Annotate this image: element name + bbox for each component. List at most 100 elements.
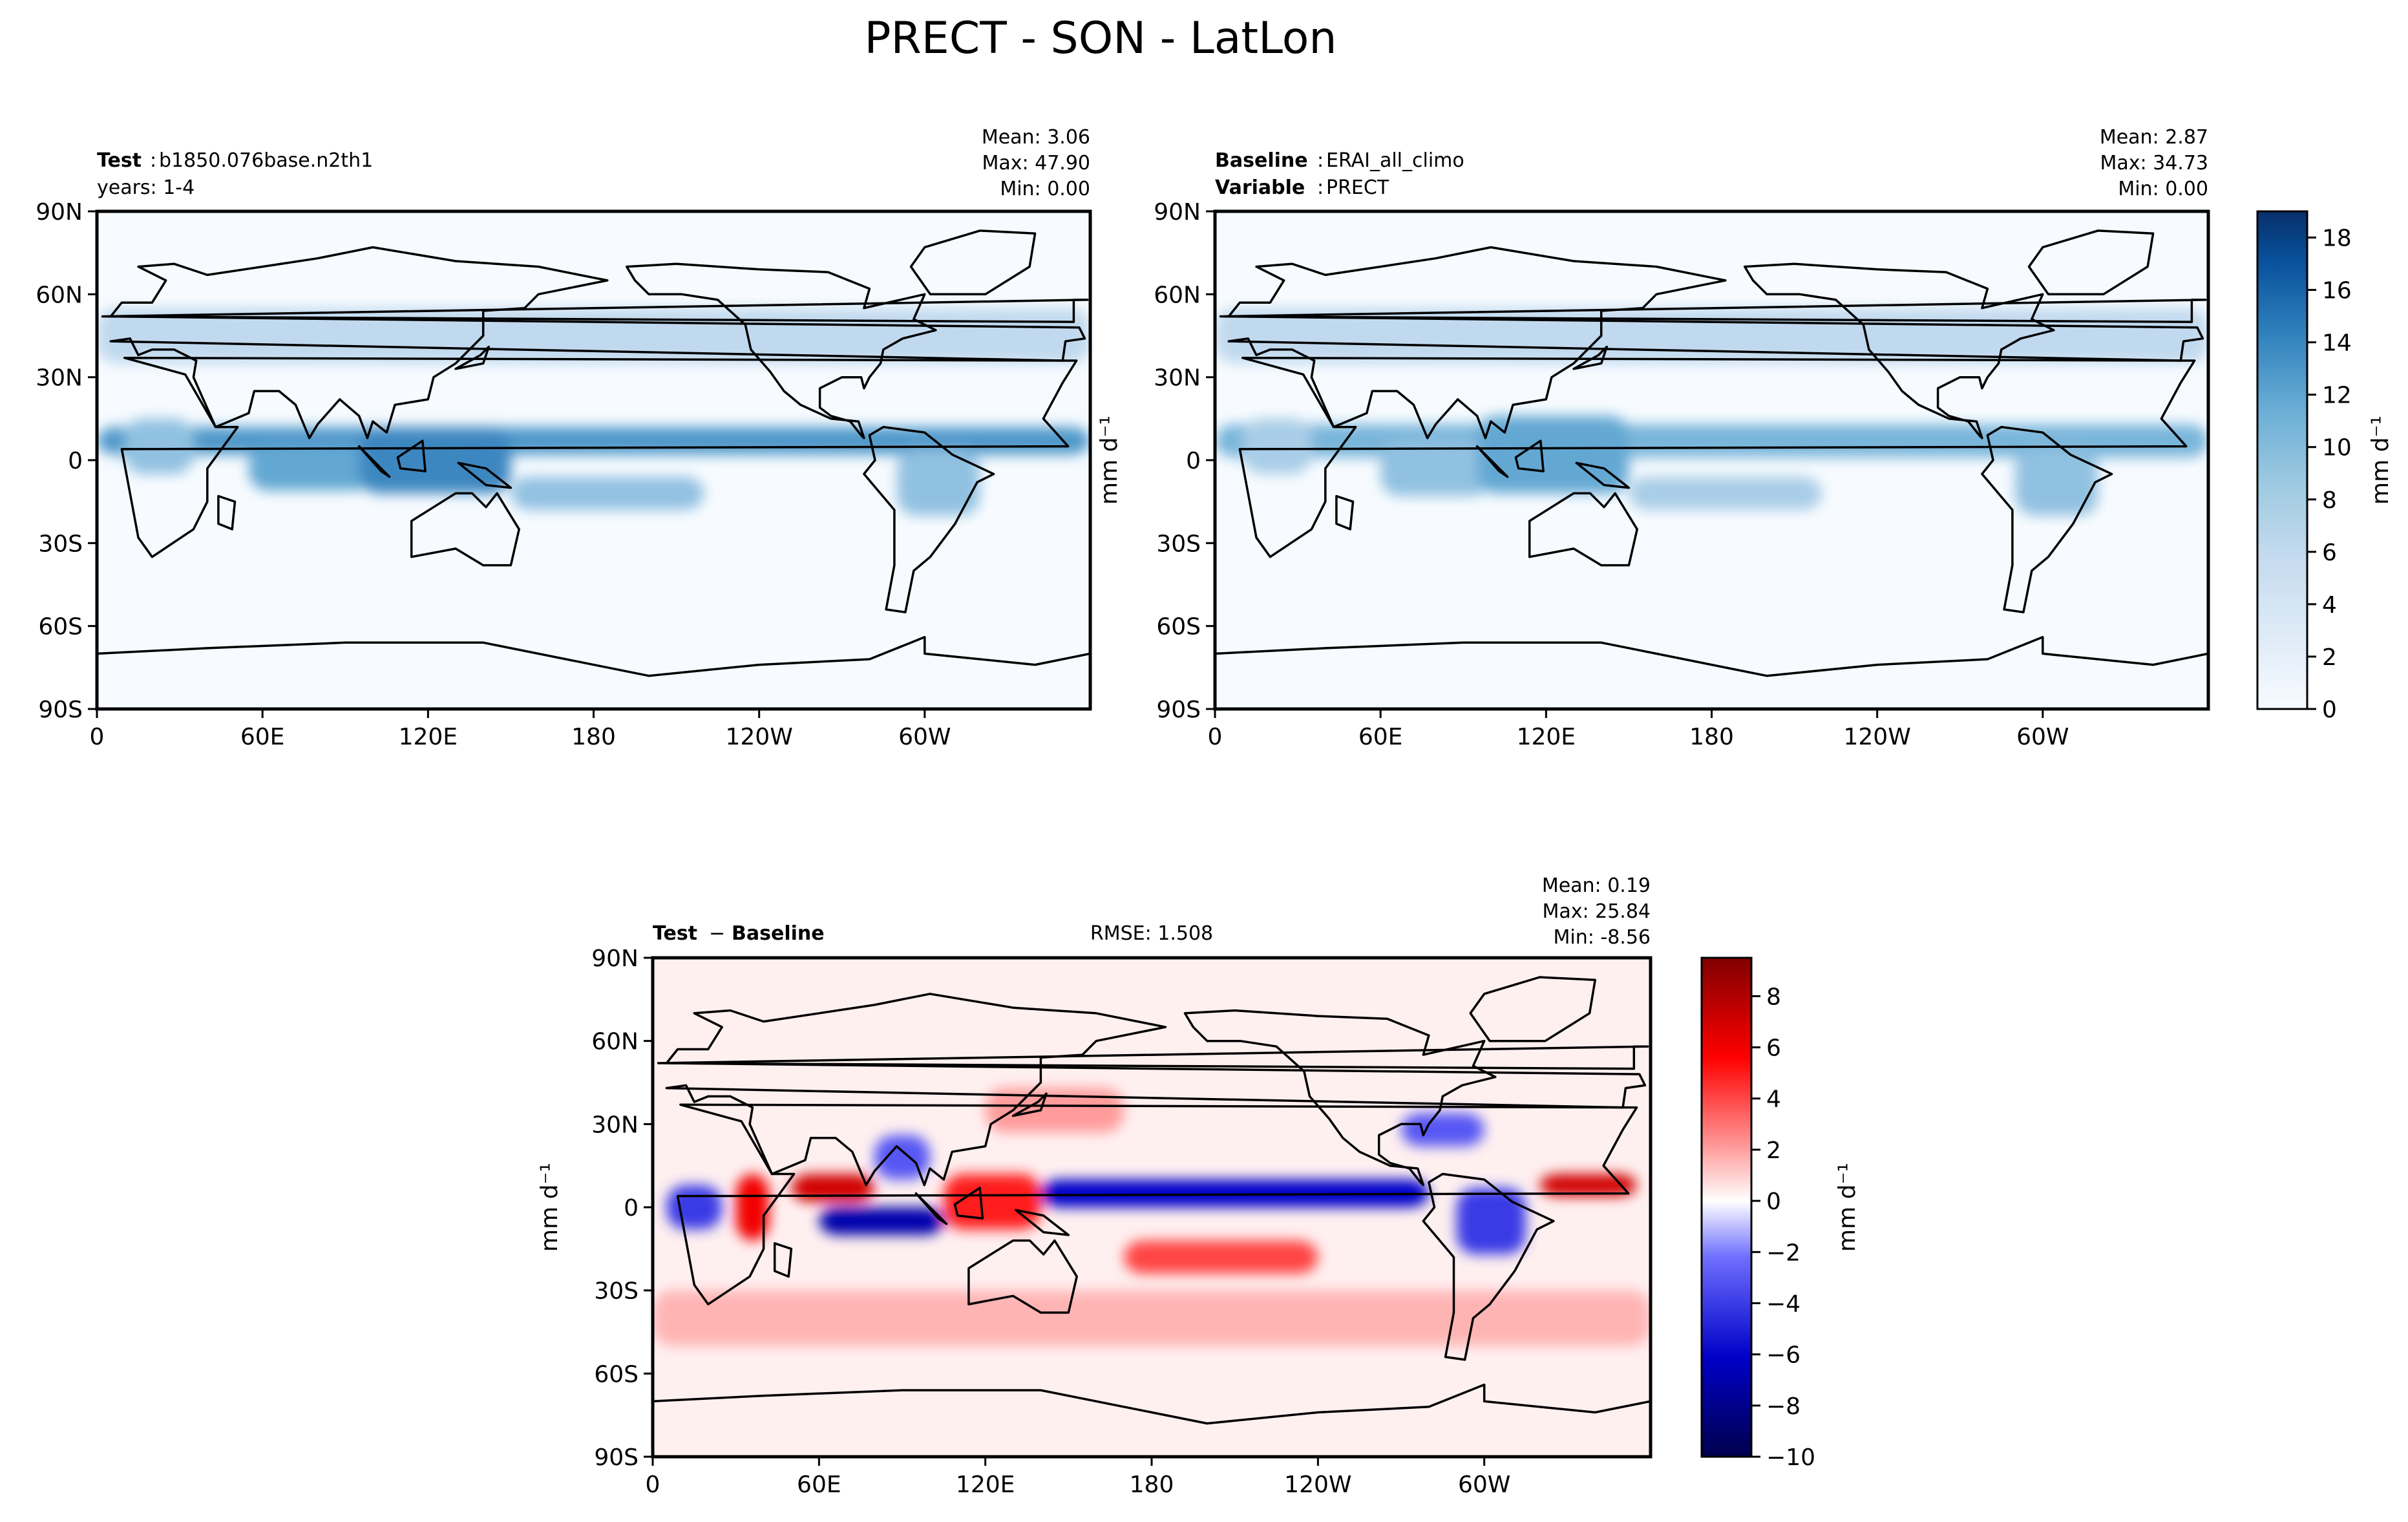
test-axis-ticks: 0 60E 120E 180 120W 60W 90N 60N 30N 0 30S 60S 90S: [36, 199, 951, 750]
diff-mean: Mean: 0.19: [1542, 874, 1651, 897]
y-tick-label: 30S: [38, 531, 83, 557]
colorbar-tick-label: 10: [2322, 435, 2352, 461]
coastline-7: [773, 1242, 793, 1278]
y-tick-label: 90S: [1156, 697, 1201, 723]
coastline-0: [1238, 356, 2196, 558]
coastline-11: [1011, 1092, 1048, 1117]
baseline-min: Min: 0.00: [2118, 178, 2208, 200]
x-tick-label: 180: [1689, 724, 1734, 750]
coastline-10: [1575, 461, 1631, 489]
baseline-obs-name: ERAI_all_climo: [1326, 149, 1464, 172]
coastline-2: [1183, 1009, 1497, 1187]
x-tick-label: 60W: [1458, 1472, 1510, 1498]
field-band-africa: [1242, 418, 1312, 474]
field-band-east-africa-wet: [735, 1174, 770, 1241]
diff-colorbar: −10 −8 −6 −4 −2 0 2 4 6 8 mm d⁻¹: [1700, 957, 1861, 1471]
coastline-10: [457, 461, 512, 489]
field-band-amazon-dry: [1456, 1187, 1526, 1254]
coastline-12: [101, 299, 1089, 323]
coastline-6: [1469, 976, 1596, 1042]
field-band-south-america: [897, 449, 980, 516]
coastline-5: [97, 636, 1090, 709]
coastline-1: [1227, 246, 2204, 439]
diff-rmse: RMSE: 1.508: [1090, 922, 1213, 945]
field-band-arabian-sea-wet: [791, 1174, 875, 1202]
coastline-2: [625, 262, 937, 439]
y-tick-label: 30N: [1154, 365, 1201, 392]
baseline-label-bold: Baseline: [1215, 149, 1308, 172]
colorbar-tick-label: 2: [2322, 644, 2337, 671]
x-tick-label: 120E: [956, 1472, 1015, 1498]
colorbar-tick-label: 6: [2322, 540, 2337, 566]
colorbar-tick-label: 8: [1766, 984, 1781, 1010]
colorbar-tick-label: −8: [1766, 1393, 1801, 1420]
coastline-9: [1514, 439, 1545, 472]
field-band-southern-ocean-wet: [653, 1290, 1651, 1346]
x-tick-label: 60E: [1358, 724, 1403, 750]
baseline-label-sep: :: [1317, 149, 1324, 172]
y-tick-label: 0: [68, 448, 83, 474]
x-tick-label: 180: [1130, 1472, 1174, 1498]
colorbar-tick-label: 4: [2322, 592, 2337, 618]
coastline-7: [1335, 494, 1355, 531]
diff-axis-ticks: 0 60E 120E 180 120W 60W 90N 60N 30N 0 30S 60S 90S: [591, 946, 1510, 1498]
coastline-4: [410, 492, 520, 567]
field-band-spcz: [511, 476, 704, 510]
x-tick-label: 120W: [1284, 1472, 1351, 1498]
field-band-bay-bengal-dry: [874, 1135, 930, 1180]
y-tick-label: 60S: [594, 1361, 639, 1388]
field-band-maritime-continent: [359, 427, 511, 494]
diff-label-minus: −: [709, 922, 725, 945]
colorbar-tick-label: 18: [2322, 226, 2352, 252]
diff-colorbar-ticks: −10 −8 −6 −4 −2 0 2 4 6 8: [1751, 984, 1815, 1471]
field-band-atlantic-wet: [1539, 1174, 1637, 1196]
diff-field-features: [653, 1088, 1651, 1346]
coastline-12: [657, 1045, 1649, 1070]
diff-colorbar-units: mm d⁻¹: [1834, 1163, 1861, 1252]
x-tick-label: 180: [571, 724, 616, 750]
field-band-gulf-dry: [1401, 1113, 1484, 1147]
diff-ylabel: mm d⁻¹: [536, 1163, 563, 1252]
y-tick-label: 90N: [591, 946, 639, 972]
x-tick-label: 60E: [797, 1472, 841, 1498]
colorbar-tick-label: 8: [2322, 487, 2337, 514]
y-tick-label: 60S: [38, 614, 83, 640]
y-tick-label: 30S: [594, 1278, 639, 1305]
field-band-indian-ocean-dry: [819, 1207, 944, 1235]
x-tick-label: 0: [646, 1472, 660, 1498]
x-tick-label: 60W: [2016, 724, 2069, 750]
coastline-6: [2027, 229, 2155, 296]
diff-map-field: [653, 958, 1651, 1457]
x-tick-label: 120W: [726, 724, 793, 750]
y-tick-label: 60N: [1154, 282, 1201, 308]
diff-max: Max: 25.84: [1542, 900, 1651, 923]
variable-label-bold: Variable: [1215, 176, 1305, 199]
x-tick-label: 60W: [898, 724, 951, 750]
coastline-2: [1743, 262, 2055, 439]
coastline-11: [454, 345, 491, 370]
field-band-pacific-dry: [1040, 1179, 1429, 1207]
field-band-storm-tracks: [97, 308, 1090, 364]
variable-name: PRECT: [1326, 176, 1389, 199]
test-label-bold: Test: [97, 149, 142, 172]
y-tick-label: 30N: [591, 1112, 639, 1138]
blues-colorbar-fill: [2256, 210, 2308, 710]
y-tick-label: 60N: [36, 282, 83, 308]
y-tick-label: 30S: [1156, 531, 1201, 557]
field-band-indian-ocean: [248, 446, 373, 491]
test-map-field: [97, 211, 1090, 709]
colorbar-tick-label: −2: [1766, 1240, 1801, 1266]
field-band-africa: [124, 418, 194, 474]
blues-colorbar: 0 2 4 6 8 10 12 14 16 18 mm d⁻¹: [2256, 210, 2394, 723]
colorbar-tick-label: 2: [1766, 1137, 1781, 1164]
diff-colorbar-fill: [1700, 957, 1753, 1458]
colorbar-tick-label: 4: [1766, 1086, 1781, 1113]
field-band-spcz: [1629, 476, 1822, 510]
colorbar-tick-label: −4: [1766, 1291, 1801, 1317]
coastline-9: [396, 439, 427, 472]
y-tick-label: 90N: [36, 199, 83, 226]
test-min: Min: 0.00: [1000, 178, 1090, 200]
field-band-west-africa-dry: [666, 1185, 723, 1230]
colorbar-tick-label: 0: [2322, 697, 2337, 723]
